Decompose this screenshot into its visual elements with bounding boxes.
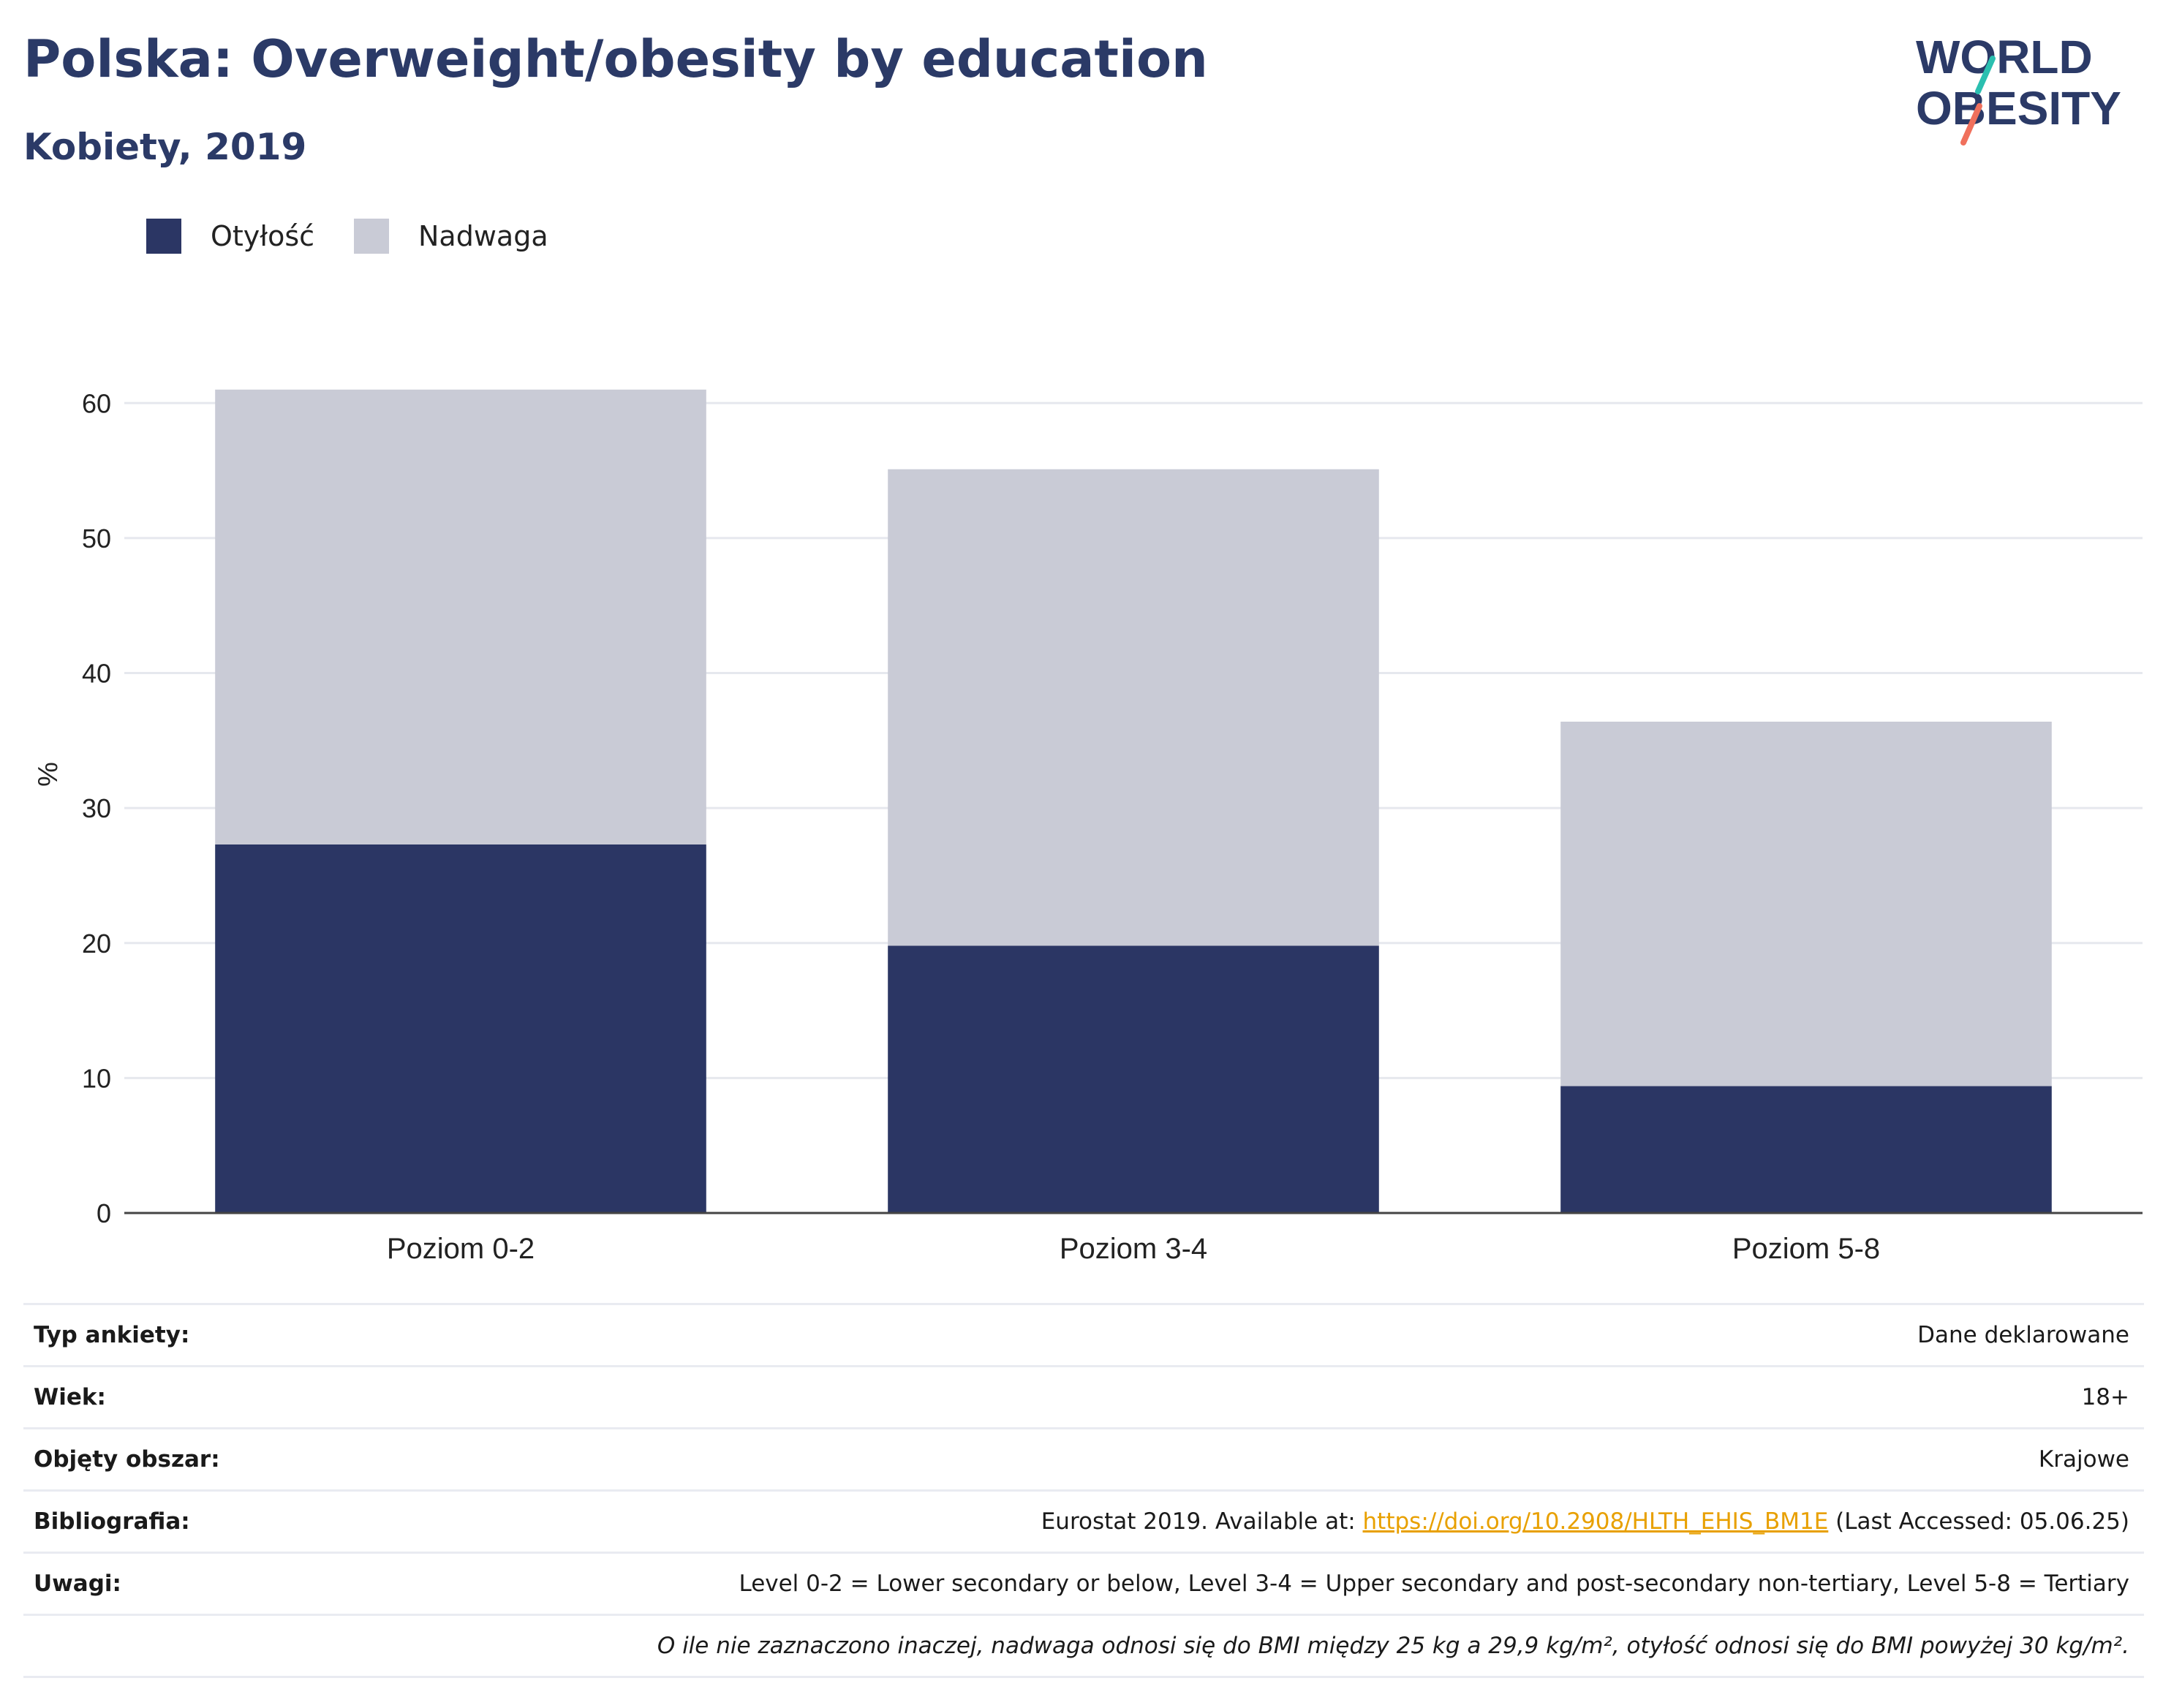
meta-label: Wiek: [34,1384,106,1410]
meta-value: Eurostat 2019. Available at: https://doi… [1041,1508,2144,1535]
bar-obesity [1560,1086,2052,1213]
y-tick-label: 20 [82,929,111,959]
meta-row-bibliography: Bibliografia: Eurostat 2019. Available a… [23,1489,2144,1552]
logo-slash-teal [1975,56,1996,94]
metadata-table: Typ ankiety: Dane deklarowane Wiek: 18+ … [23,1303,2144,1678]
meta-label: Uwagi: [34,1571,121,1597]
y-tick-label: 40 [82,659,111,689]
legend-label-overweight: Nadwaga [418,220,548,252]
legend-swatch-obesity [146,219,181,254]
logo-word-world: WORLD [1916,31,2093,83]
y-tick-label: 60 [82,388,111,418]
legend-item-obesity[interactable]: Otyłość [146,216,314,256]
y-tick-label: 10 [82,1063,111,1093]
y-tick-label: 50 [82,524,111,553]
logo-slash-coral [1960,103,1982,146]
x-tick-label: Poziom 0-2 [387,1233,535,1265]
bar-obesity [888,945,1379,1213]
legend-label-obesity: Otyłość [211,220,315,252]
logo-word-obesity: OBESITY [1916,82,2121,135]
meta-value: Dane deklarowane [1917,1322,2129,1348]
meta-row-footnote: O ile nie zaznaczono inaczej, nadwaga od… [23,1614,2144,1678]
legend-item-overweight[interactable]: Nadwaga [354,216,548,256]
bar-chart: 0 10 20 30 40 50 60% Poziom 0-2 Poziom 3-4 Poziom… [33,388,2143,1265]
bar-obesity [215,844,706,1213]
chart-title: Polska: Overweight/obesity by education [23,29,1208,89]
bar-overweight [1560,722,2052,1087]
world-obesity-logo: WORLD OBESITY [1916,31,2121,146]
y-tick-label: 0 [97,1198,111,1228]
y-tick-label: 30 [82,793,111,823]
meta-value: 18+ [2081,1384,2129,1410]
meta-label: Typ ankiety: [34,1322,190,1348]
meta-value: Level 0-2 = Lower secondary or below, Le… [739,1571,2129,1597]
x-tick-label: Poziom 5-8 [1732,1233,1880,1265]
meta-row-coverage: Objęty obszar: Krajowe [23,1427,2144,1489]
meta-label: Objęty obszar: [34,1446,220,1473]
chart-subtitle: Kobiety, 2019 [23,126,307,168]
meta-row-age: Wiek: 18+ [23,1365,2144,1427]
footnote: O ile nie zaznaczono inaczej, nadwaga od… [657,1633,2129,1659]
y-axis-label: % [33,762,64,787]
bar-overweight [888,469,1379,946]
bibliography-prefix: Eurostat 2019. Available at: [1041,1508,1363,1535]
bibliography-link[interactable]: https://doi.org/10.2908/HLTH_EHIS_BM1E [1362,1508,1829,1535]
x-tick-label: Poziom 3-4 [1060,1233,1207,1265]
bibliography-suffix: (Last Accessed: 05.06.25) [1828,1508,2129,1535]
bar-overweight [215,389,706,844]
meta-value: Krajowe [2038,1446,2129,1473]
meta-row-notes: Uwagi: Level 0-2 = Lower secondary or be… [23,1552,2144,1614]
legend-swatch-overweight [354,219,389,254]
meta-label: Bibliografia: [34,1508,190,1535]
meta-row-survey-type: Typ ankiety: Dane deklarowane [23,1303,2144,1365]
